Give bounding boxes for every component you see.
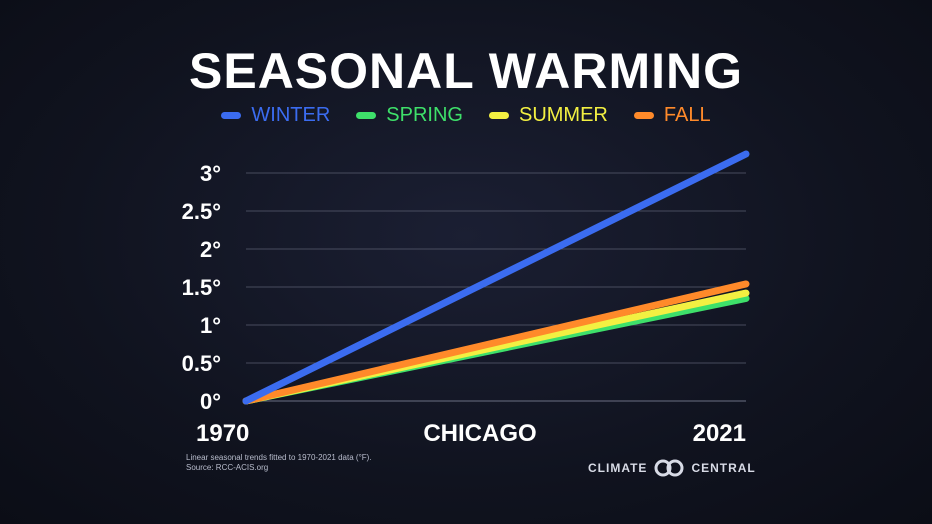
legend-label: FALL bbox=[663, 104, 711, 126]
footnote-method: Linear seasonal trends fitted to 1970-20… bbox=[186, 453, 372, 462]
legend-swatch bbox=[488, 112, 509, 119]
legend-label: SUMMER bbox=[518, 104, 608, 126]
double-ring-icon bbox=[654, 459, 684, 477]
legend-swatch bbox=[356, 112, 377, 119]
y-tick-label: 0.5° bbox=[182, 351, 221, 376]
legend-label: WINTER bbox=[251, 104, 331, 126]
x-tick-label: 1970 bbox=[196, 420, 249, 447]
series-line-winter bbox=[242, 150, 750, 405]
y-tick-label: 3° bbox=[200, 161, 221, 186]
legend-swatch bbox=[633, 112, 654, 119]
legend-item-winter: WINTER bbox=[221, 104, 330, 127]
y-tick-label: 2° bbox=[200, 237, 221, 262]
legend-label: SPRING bbox=[386, 104, 463, 126]
legend-item-summer: SUMMER bbox=[488, 104, 608, 127]
y-tick-label: 2.5° bbox=[182, 199, 221, 224]
x-tick-label: 2021 bbox=[693, 420, 746, 447]
y-tick-label: 1° bbox=[200, 313, 221, 338]
legend-item-fall: FALL bbox=[633, 104, 711, 127]
series-line-fall bbox=[242, 280, 750, 405]
legend-swatch bbox=[221, 112, 242, 119]
logo-text-right: CENTRAL bbox=[691, 461, 756, 475]
legend-item-spring: SPRING bbox=[356, 104, 463, 127]
logo-text-left: CLIMATE bbox=[588, 461, 648, 475]
y-tick-label: 1.5° bbox=[182, 275, 221, 300]
footnote-source: Source: RCC-ACIS.org bbox=[186, 463, 269, 472]
legend: WINTER SPRING SUMMER FALL bbox=[0, 104, 932, 127]
footnote: Linear seasonal trends fitted to 1970-20… bbox=[186, 453, 372, 473]
x-axis-label: CHICAGO bbox=[423, 420, 536, 447]
y-tick-label: 0° bbox=[200, 389, 221, 414]
chart-title: SEASONAL WARMING bbox=[189, 43, 743, 99]
climate-central-logo: CLIMATE CENTRAL bbox=[588, 459, 756, 477]
